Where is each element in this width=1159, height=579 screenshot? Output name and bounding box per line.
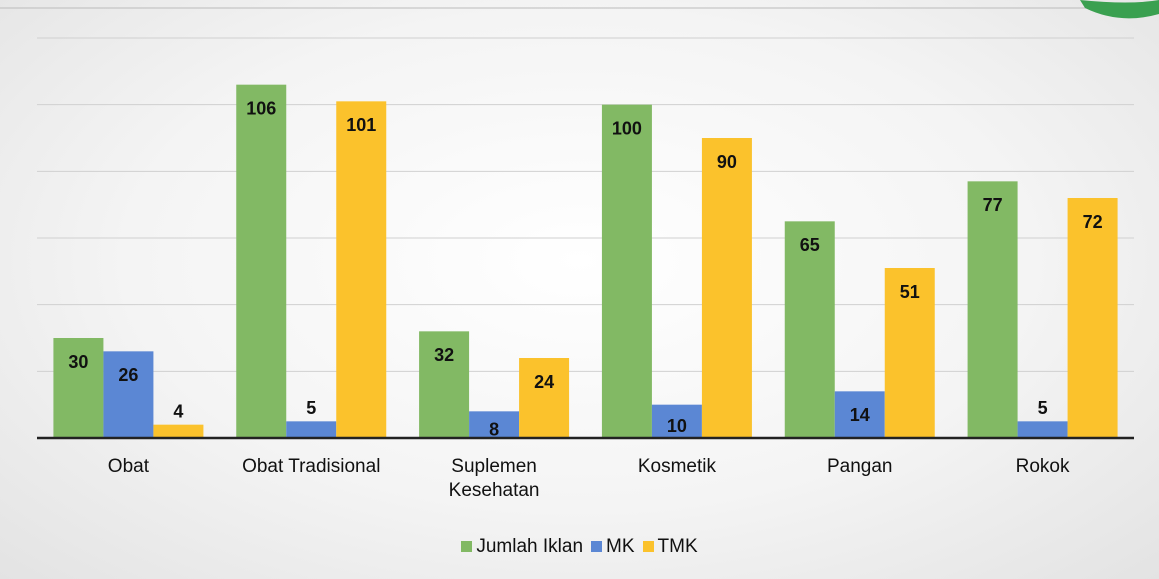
x-tick-label: Pangan (826, 456, 893, 477)
bar (601, 104, 652, 439)
bar (1017, 421, 1068, 438)
data-label: 30 (68, 352, 88, 372)
legend-item: MK (591, 536, 635, 558)
bar (419, 331, 470, 438)
x-tick-label: Kosmetik (637, 456, 716, 477)
x-tick-label: Suplemen Kesehatan (448, 456, 540, 501)
data-label: 26 (118, 365, 138, 385)
legend-swatch (591, 541, 603, 552)
bar (1067, 198, 1118, 438)
data-label: 101 (346, 115, 376, 135)
legend-label: MK (606, 536, 635, 557)
x-tick-label: Rokok (1015, 456, 1070, 477)
legend-item: Jumlah Iklan (461, 536, 583, 558)
bar (701, 138, 752, 438)
data-label: 65 (800, 235, 820, 255)
data-label: 90 (717, 152, 737, 172)
legend-label: Jumlah Iklan (476, 536, 584, 557)
data-label: 100 (612, 118, 642, 138)
data-label: 77 (983, 195, 1003, 215)
bar (519, 358, 570, 438)
bar (651, 404, 702, 438)
bar (884, 268, 935, 438)
bar (967, 181, 1018, 439)
leaf-decoration (1080, 0, 1159, 19)
data-label: 5 (1038, 398, 1048, 418)
data-label: 24 (534, 372, 554, 392)
legend-item: TMK (642, 536, 698, 558)
bar (784, 221, 835, 438)
bar (103, 351, 154, 438)
legend: Jumlah Iklan MK TMK (0, 536, 1159, 558)
data-label: 106 (246, 98, 276, 118)
data-label: 10 (667, 416, 687, 436)
bar (236, 84, 287, 439)
data-label: 72 (1083, 212, 1103, 232)
data-label: 51 (900, 282, 920, 302)
x-tick-label: Obat (107, 456, 149, 477)
data-label: 14 (850, 405, 870, 425)
bar (286, 421, 337, 438)
data-label: 32 (434, 345, 454, 365)
data-label: 5 (306, 398, 316, 418)
x-tick-label: Obat Tradisional (242, 456, 381, 477)
bar (834, 391, 885, 438)
data-label: 4 (173, 401, 183, 421)
legend-label: TMK (657, 536, 698, 557)
legend-swatch (642, 541, 654, 552)
bar (153, 424, 204, 438)
bar (53, 338, 104, 438)
legend-swatch (461, 541, 473, 552)
data-label: 8 (489, 419, 499, 439)
bar (336, 101, 387, 438)
bar (469, 411, 520, 438)
